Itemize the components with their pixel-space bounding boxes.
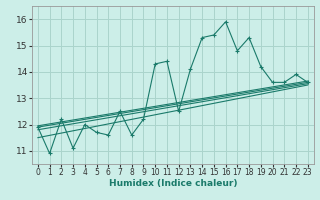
X-axis label: Humidex (Indice chaleur): Humidex (Indice chaleur) (108, 179, 237, 188)
